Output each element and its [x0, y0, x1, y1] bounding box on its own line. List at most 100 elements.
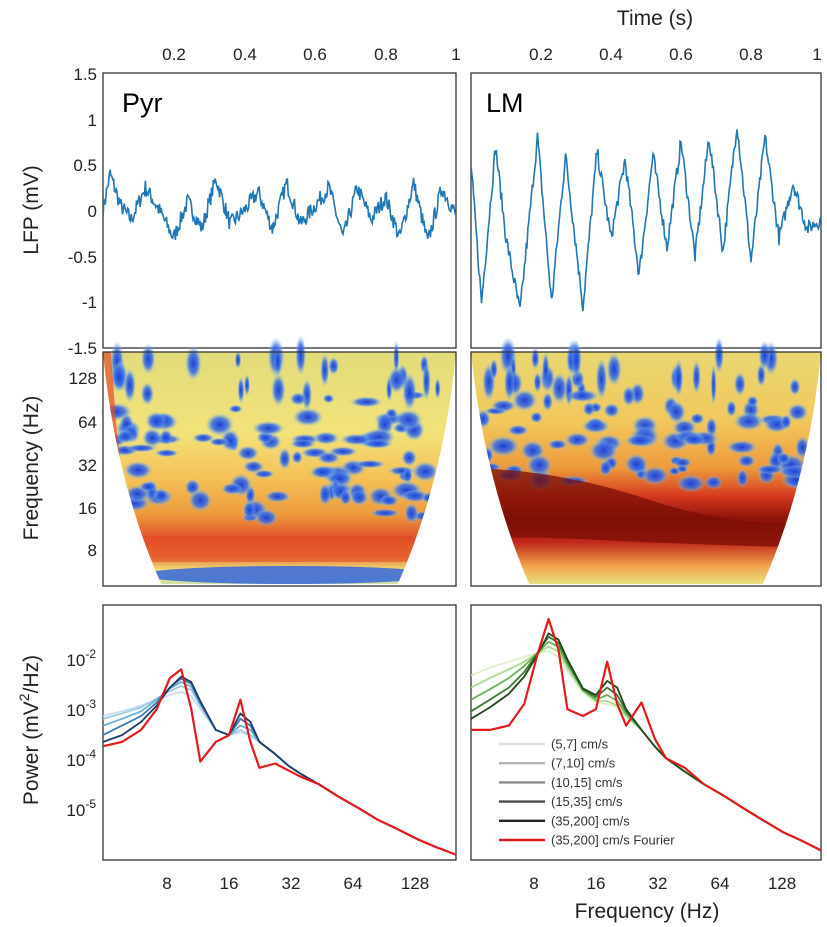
spectrogram-blob [726, 399, 737, 418]
spectrogram-blob [184, 344, 202, 382]
spectrogram-blob [786, 403, 809, 422]
spectrogram-blob [208, 437, 230, 447]
spectrogram-blob [725, 440, 758, 455]
power-ytick: 10-4 [66, 747, 96, 770]
spectrogram-blob [733, 412, 765, 431]
power-curves-lm [471, 618, 821, 852]
spectrogram-blob [622, 385, 636, 407]
spectrogram-blob [327, 356, 340, 376]
spectrogram-blob [353, 459, 387, 469]
spectrogram-blob [529, 411, 544, 424]
spectrogram-blob [681, 432, 707, 447]
legend-entry: (10,15] cm/s [551, 775, 623, 790]
power-xtick: 32 [282, 874, 301, 893]
spectrogram-blob [292, 407, 324, 427]
spectrogram-lm-coi-left [471, 352, 530, 586]
spectrogram-blob [714, 336, 725, 374]
spectrogram-blob [187, 488, 213, 512]
time-tick: 0.6 [669, 45, 693, 64]
spectrogram-blob [624, 453, 649, 475]
time-ticks-right: 0.2 0.4 0.6 0.8 1 [529, 45, 822, 64]
spectrogram-lm-theta-band [471, 468, 821, 548]
lfp-ytick: -1.5 [68, 339, 97, 358]
spectrogram-blob [145, 411, 167, 432]
spectrogram-blob [624, 433, 655, 448]
spectrogram-blob [402, 372, 417, 412]
spectrogram-blob [349, 489, 369, 506]
power-xtick: 16 [587, 874, 606, 893]
spectrogram-blob [692, 359, 701, 395]
spectrogram-blob [243, 373, 251, 397]
spectrogram-blob [565, 389, 600, 403]
spectrogram-blob [254, 508, 279, 527]
spectrogram-blob [780, 414, 792, 430]
spectrogram-blob [689, 412, 705, 425]
power-ytick: 10-2 [66, 647, 96, 670]
time-tick: 0.8 [739, 45, 763, 64]
legend-entry: (15,35] cm/s [551, 794, 623, 809]
lfp-ytick: 0 [88, 202, 97, 221]
spectrogram-blob [110, 361, 127, 393]
time-tick: 1 [451, 45, 460, 64]
spectrogram-blob [490, 399, 517, 413]
spectrogram-blob [220, 482, 244, 495]
time-ticks-left: 0.2 0.4 0.6 0.8 1 [162, 45, 461, 64]
panel-title-lm: LM [486, 88, 524, 118]
power-xlabel: Frequency (Hz) [575, 900, 720, 923]
spectrogram-blob [115, 429, 135, 444]
legend-entry: (35,200] cm/s Fourier [551, 833, 675, 848]
spectrogram-blob [525, 453, 553, 477]
spectrogram-blob [570, 340, 582, 380]
power-xtick: 128 [768, 874, 796, 893]
spectrogram-pyr-frame [102, 351, 457, 587]
spectrogram-blob [673, 457, 693, 469]
spectrogram-blob [140, 343, 156, 375]
spectrogram-blob [486, 435, 521, 457]
spectrogram-blob [541, 350, 550, 389]
spectrogram-blob [393, 340, 400, 375]
spectrogram-lm-coi-right [762, 352, 821, 586]
power-series-line [103, 681, 456, 856]
spectrogram-blob [789, 377, 801, 396]
time-tick: 0.4 [233, 45, 257, 64]
spectrogram-blob [191, 432, 215, 443]
spectrogram-blob [411, 461, 440, 483]
spectrogram-blob [676, 474, 706, 493]
spectrogram-blob [316, 451, 341, 465]
spectrogram-blob [379, 494, 400, 507]
time-tick: 0.6 [303, 45, 327, 64]
power-axes-lm [470, 604, 822, 861]
spectrogram-blob [122, 460, 154, 480]
spectrogram-blob [387, 366, 406, 394]
lfp-ytick: -0.5 [68, 248, 97, 267]
spectrogram-blob [401, 448, 418, 467]
spectrogram-blob [253, 469, 276, 479]
spectrogram-blob [582, 401, 596, 417]
spectrogram-blob [588, 439, 619, 463]
lfp-trace-lm [471, 129, 821, 312]
spectrogram-blob [434, 377, 441, 400]
spectrogram-pyr-low-band [140, 566, 440, 584]
spectrogram-blob [564, 432, 591, 448]
power-xticks-left: 8 16 32 64 128 [162, 874, 429, 893]
time-tick: 1 [812, 45, 821, 64]
lfp-ytick: 0.5 [73, 156, 97, 175]
spectrogram-blob [641, 465, 670, 486]
spectrogram-blob [318, 482, 332, 507]
panel-title-pyr: Pyr [122, 88, 163, 118]
power-xtick: 32 [649, 874, 668, 893]
spectrogram-blob [666, 400, 687, 424]
time-axis-label: Time (s) [617, 7, 693, 30]
freq-ytick: 16 [78, 499, 97, 518]
spectrogram-lm [470, 336, 822, 587]
spectrogram-blob [228, 404, 244, 414]
spectrogram-blob [242, 460, 265, 474]
spectrogram-blob [673, 358, 684, 399]
spectrogram-blob [140, 381, 155, 406]
spectrogram-blob [236, 445, 260, 461]
spectrogram-blob [776, 451, 791, 465]
spectrogram-blob [237, 375, 245, 405]
spectrogram-blob [291, 450, 304, 465]
spectrogram-blob [746, 395, 759, 408]
